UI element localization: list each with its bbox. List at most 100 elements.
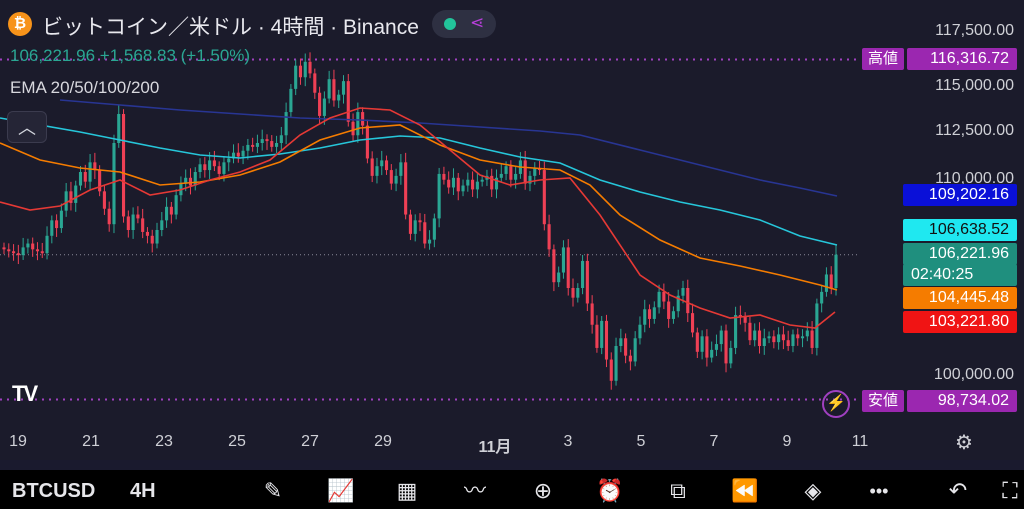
candle-body xyxy=(619,338,623,346)
layers-icon[interactable]: ◈ xyxy=(804,478,822,503)
candle-body xyxy=(188,177,193,186)
more-icon[interactable]: ••• xyxy=(869,481,889,501)
candle-body xyxy=(136,214,140,219)
candle-body xyxy=(83,172,87,182)
candle-body xyxy=(566,247,570,288)
candle-body xyxy=(35,249,40,252)
time-axis-label: 5 xyxy=(636,433,646,450)
candle-body xyxy=(643,309,647,325)
candle-body xyxy=(447,179,451,188)
market-status-pill[interactable]: ⋖ xyxy=(432,10,496,38)
candle-body xyxy=(667,301,671,319)
settings-gear-icon[interactable]: ⚙ xyxy=(955,432,973,454)
candle-body xyxy=(16,253,20,256)
candle-body xyxy=(561,247,566,273)
candle-body xyxy=(145,231,150,236)
replay-icon[interactable]: ⏪ xyxy=(731,478,759,503)
interval-button[interactable]: 4H xyxy=(130,480,156,502)
candle-body xyxy=(322,98,326,116)
candle-body xyxy=(160,220,164,230)
candle-body xyxy=(74,185,78,203)
add-icon[interactable]: ⊕ xyxy=(533,478,553,503)
price-chart[interactable] xyxy=(0,0,860,460)
indicators-icon[interactable]: 📈 xyxy=(327,478,355,503)
candle-body xyxy=(327,79,331,99)
candle-body xyxy=(719,330,723,345)
candle-body xyxy=(466,179,470,186)
candle-body xyxy=(361,112,365,126)
candle-body xyxy=(456,177,460,192)
candle-body xyxy=(652,307,656,319)
candle-body xyxy=(384,160,389,171)
candle-body xyxy=(279,135,283,143)
candle-body xyxy=(542,170,546,225)
fullscreen-icon[interactable]: ⛶ xyxy=(1002,478,1018,503)
chart-area[interactable] xyxy=(0,0,1024,460)
pencil-icon[interactable]: ✎ xyxy=(263,478,283,503)
candle-body xyxy=(676,295,680,312)
candle-body xyxy=(2,247,6,250)
candle-body xyxy=(509,166,513,180)
candle-body xyxy=(246,144,250,151)
ema100-line xyxy=(0,117,838,246)
symbol-button[interactable]: BTCUSD xyxy=(12,480,96,502)
candles-icon[interactable]: ⧉ xyxy=(670,478,686,503)
grid-icon[interactable]: ▦ xyxy=(396,478,418,503)
high-price-badge: 116,316.72 xyxy=(907,48,1017,70)
bitcoin-icon: ₿ xyxy=(8,12,32,36)
candle-body xyxy=(413,220,417,234)
candle-body xyxy=(241,150,245,157)
candle-body xyxy=(59,210,63,229)
candle-body xyxy=(633,338,637,362)
drawing-icon[interactable]: 〰 xyxy=(463,478,486,503)
price-axis-label: 112,500.00 xyxy=(935,122,1014,139)
share-icon[interactable]: ⋖ xyxy=(470,13,485,32)
candle-body xyxy=(800,336,805,339)
candle-body xyxy=(523,160,527,184)
candle-body xyxy=(126,216,130,230)
candle-body xyxy=(50,220,54,236)
undo-icon[interactable]: ↶ xyxy=(948,478,968,503)
candle-body xyxy=(647,309,652,319)
candle-body xyxy=(332,79,336,101)
candle-body xyxy=(638,324,642,339)
candle-body xyxy=(303,61,307,78)
ema200-badge: 109,202.16 xyxy=(903,184,1017,206)
candle-body xyxy=(231,152,236,159)
candle-body xyxy=(337,94,341,101)
candle-body xyxy=(394,175,398,184)
candle-body xyxy=(748,322,752,341)
candle-body xyxy=(690,313,695,333)
candle-body xyxy=(494,177,499,190)
collapse-legend-button[interactable]: ︿ xyxy=(7,111,47,143)
lightning-icon[interactable]: ⚡ xyxy=(822,390,850,418)
candle-body xyxy=(777,334,781,343)
candle-body xyxy=(26,243,30,248)
candle-body xyxy=(810,330,814,348)
candle-body xyxy=(695,332,699,352)
alarm-icon[interactable]: ⏰ xyxy=(596,478,624,503)
candle-body xyxy=(557,272,561,283)
time-axis-label: 25 xyxy=(228,433,246,450)
price-axis-label: 115,000.00 xyxy=(935,77,1014,94)
candle-body xyxy=(662,291,666,302)
candle-body xyxy=(346,81,350,122)
market-open-dot xyxy=(444,18,456,30)
time-axis-label: 27 xyxy=(301,433,319,450)
candle-body xyxy=(418,220,422,223)
candle-body xyxy=(729,347,733,364)
ema-indicator-label[interactable]: EMA 20/50/100/200 xyxy=(10,78,160,97)
ema200-line xyxy=(59,99,838,197)
candle-body xyxy=(274,143,279,147)
candle-body xyxy=(581,260,585,288)
low-tag: 安値 xyxy=(862,390,905,412)
symbol-title[interactable]: ビットコイン／米ドル · 4時間 · Binance xyxy=(42,16,419,39)
candle-body xyxy=(590,303,594,325)
candle-body xyxy=(260,139,264,143)
candle-body xyxy=(461,185,465,192)
candle-body xyxy=(408,214,412,234)
time-axis-label: 7 xyxy=(709,433,719,450)
candle-body xyxy=(174,195,178,215)
time-axis-label: 9 xyxy=(782,433,792,450)
candle-body xyxy=(571,288,575,298)
